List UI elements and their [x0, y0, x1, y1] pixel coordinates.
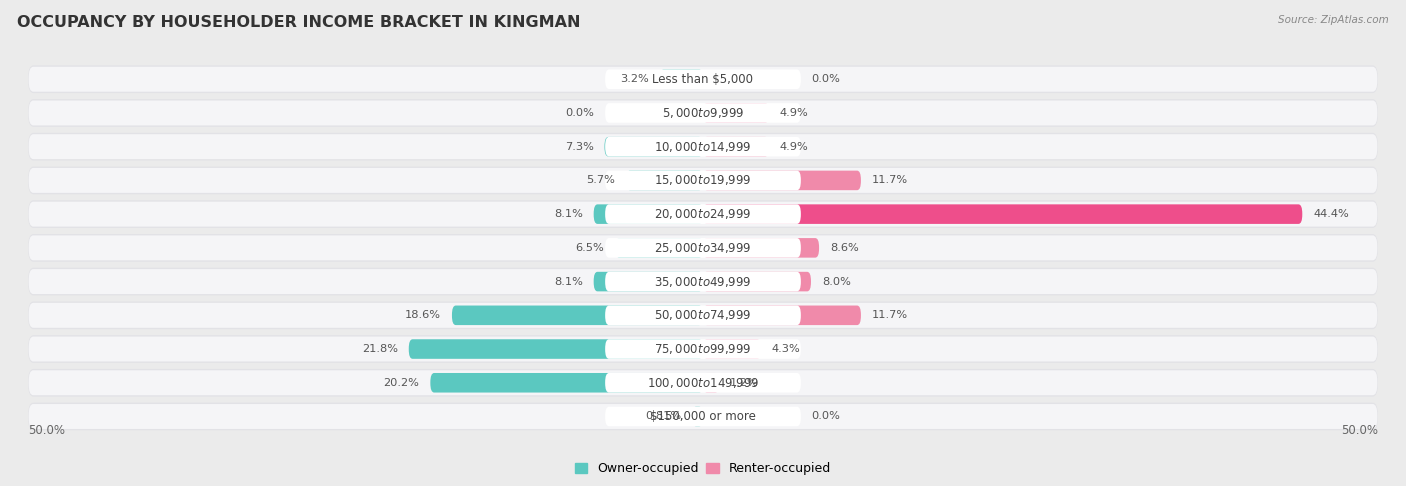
FancyBboxPatch shape	[28, 202, 1378, 226]
FancyBboxPatch shape	[593, 272, 703, 292]
FancyBboxPatch shape	[703, 204, 1302, 224]
FancyBboxPatch shape	[28, 67, 1378, 92]
FancyBboxPatch shape	[28, 403, 1378, 430]
FancyBboxPatch shape	[605, 137, 703, 156]
FancyBboxPatch shape	[28, 303, 1378, 328]
FancyBboxPatch shape	[28, 235, 1378, 260]
FancyBboxPatch shape	[28, 335, 1378, 363]
FancyBboxPatch shape	[28, 337, 1378, 362]
Text: 0.0%: 0.0%	[811, 74, 841, 84]
FancyBboxPatch shape	[605, 103, 801, 123]
Text: 5.7%: 5.7%	[586, 175, 616, 185]
FancyBboxPatch shape	[28, 200, 1378, 228]
FancyBboxPatch shape	[28, 269, 1378, 294]
Text: 50.0%: 50.0%	[1341, 424, 1378, 437]
Text: $10,000 to $14,999: $10,000 to $14,999	[654, 139, 752, 154]
FancyBboxPatch shape	[593, 204, 703, 224]
Text: 50.0%: 50.0%	[28, 424, 65, 437]
Text: 0.0%: 0.0%	[811, 412, 841, 421]
FancyBboxPatch shape	[703, 103, 769, 123]
FancyBboxPatch shape	[28, 101, 1378, 125]
Text: 8.1%: 8.1%	[554, 209, 583, 219]
FancyBboxPatch shape	[605, 137, 801, 156]
Text: 4.3%: 4.3%	[772, 344, 800, 354]
Text: Source: ZipAtlas.com: Source: ZipAtlas.com	[1278, 15, 1389, 25]
FancyBboxPatch shape	[28, 99, 1378, 127]
FancyBboxPatch shape	[703, 339, 761, 359]
FancyBboxPatch shape	[28, 404, 1378, 429]
FancyBboxPatch shape	[703, 306, 860, 325]
FancyBboxPatch shape	[703, 137, 769, 156]
Legend: Owner-occupied, Renter-occupied: Owner-occupied, Renter-occupied	[569, 457, 837, 481]
FancyBboxPatch shape	[626, 171, 703, 190]
Text: 1.2%: 1.2%	[730, 378, 759, 388]
FancyBboxPatch shape	[28, 66, 1378, 93]
Text: 0.81%: 0.81%	[645, 412, 682, 421]
FancyBboxPatch shape	[409, 339, 703, 359]
FancyBboxPatch shape	[703, 272, 811, 292]
FancyBboxPatch shape	[605, 306, 801, 325]
FancyBboxPatch shape	[605, 204, 801, 224]
FancyBboxPatch shape	[659, 69, 703, 89]
FancyBboxPatch shape	[28, 370, 1378, 395]
FancyBboxPatch shape	[605, 373, 801, 393]
Text: 7.3%: 7.3%	[565, 142, 593, 152]
FancyBboxPatch shape	[28, 234, 1378, 261]
Text: OCCUPANCY BY HOUSEHOLDER INCOME BRACKET IN KINGMAN: OCCUPANCY BY HOUSEHOLDER INCOME BRACKET …	[17, 15, 581, 30]
Text: 11.7%: 11.7%	[872, 311, 908, 320]
FancyBboxPatch shape	[28, 301, 1378, 329]
Text: 20.2%: 20.2%	[384, 378, 419, 388]
FancyBboxPatch shape	[605, 69, 801, 89]
Text: 4.9%: 4.9%	[780, 142, 808, 152]
FancyBboxPatch shape	[605, 407, 801, 426]
Text: $20,000 to $24,999: $20,000 to $24,999	[654, 207, 752, 221]
FancyBboxPatch shape	[430, 373, 703, 393]
Text: 18.6%: 18.6%	[405, 311, 441, 320]
Text: 6.5%: 6.5%	[575, 243, 605, 253]
FancyBboxPatch shape	[605, 272, 801, 292]
Text: 8.6%: 8.6%	[830, 243, 859, 253]
Text: $5,000 to $9,999: $5,000 to $9,999	[662, 106, 744, 120]
FancyBboxPatch shape	[703, 171, 860, 190]
FancyBboxPatch shape	[616, 238, 703, 258]
Text: 4.9%: 4.9%	[780, 108, 808, 118]
Text: 21.8%: 21.8%	[361, 344, 398, 354]
Text: 8.0%: 8.0%	[821, 277, 851, 287]
FancyBboxPatch shape	[28, 168, 1378, 193]
FancyBboxPatch shape	[692, 407, 703, 426]
Text: 44.4%: 44.4%	[1313, 209, 1348, 219]
FancyBboxPatch shape	[28, 167, 1378, 194]
Text: 3.2%: 3.2%	[620, 74, 650, 84]
FancyBboxPatch shape	[605, 171, 801, 190]
FancyBboxPatch shape	[28, 268, 1378, 295]
Text: $100,000 to $149,999: $100,000 to $149,999	[647, 376, 759, 390]
Text: $25,000 to $34,999: $25,000 to $34,999	[654, 241, 752, 255]
Text: Less than $5,000: Less than $5,000	[652, 73, 754, 86]
Text: $35,000 to $49,999: $35,000 to $49,999	[654, 275, 752, 289]
FancyBboxPatch shape	[605, 339, 801, 359]
FancyBboxPatch shape	[451, 306, 703, 325]
Text: 0.0%: 0.0%	[565, 108, 595, 118]
Text: $50,000 to $74,999: $50,000 to $74,999	[654, 308, 752, 322]
FancyBboxPatch shape	[28, 134, 1378, 159]
FancyBboxPatch shape	[605, 238, 801, 258]
Text: $75,000 to $99,999: $75,000 to $99,999	[654, 342, 752, 356]
FancyBboxPatch shape	[28, 133, 1378, 160]
Text: $15,000 to $19,999: $15,000 to $19,999	[654, 174, 752, 188]
Text: 8.1%: 8.1%	[554, 277, 583, 287]
Text: $150,000 or more: $150,000 or more	[650, 410, 756, 423]
FancyBboxPatch shape	[703, 238, 820, 258]
Text: 11.7%: 11.7%	[872, 175, 908, 185]
FancyBboxPatch shape	[28, 369, 1378, 397]
FancyBboxPatch shape	[703, 373, 720, 393]
